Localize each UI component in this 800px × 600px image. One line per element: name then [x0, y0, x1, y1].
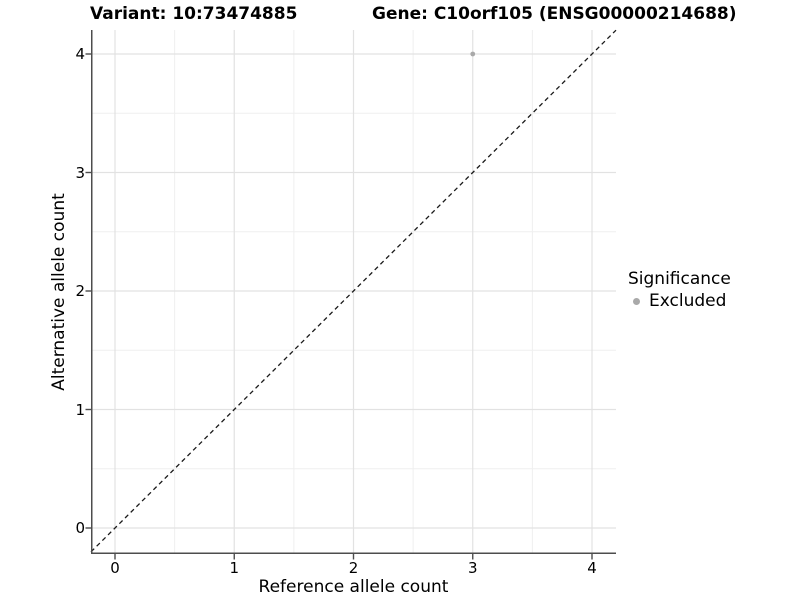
legend: Significance Excluded — [628, 269, 731, 312]
y-tick-label: 4 — [75, 45, 85, 63]
plot-title-variant: Variant: 10:73474885 — [90, 4, 298, 24]
legend-item: Excluded — [628, 291, 731, 312]
identity-line — [90, 29, 617, 553]
plot-panel — [85, 29, 617, 560]
legend-key-dot-icon — [633, 298, 640, 305]
legend-title: Significance — [628, 269, 731, 289]
y-tick-label: 2 — [75, 282, 85, 300]
y-tick-label: 3 — [75, 163, 85, 182]
x-tick-label: 3 — [467, 559, 478, 577]
legend-items: Excluded — [628, 291, 731, 312]
x-tick-label: 2 — [348, 559, 359, 577]
x-tick-label: 4 — [587, 559, 597, 577]
x-axis-title: Reference allele count — [258, 577, 449, 597]
x-tick-label: 1 — [229, 559, 240, 577]
y-tick-label: 0 — [75, 519, 85, 537]
x-tick-label: 0 — [110, 559, 120, 577]
legend-item-label: Excluded — [649, 291, 727, 311]
y-tick-label: 1 — [75, 400, 85, 419]
plot-title-gene: Gene: C10orf105 (ENSG00000214688) — [372, 4, 737, 24]
data-point-excluded — [470, 51, 476, 57]
